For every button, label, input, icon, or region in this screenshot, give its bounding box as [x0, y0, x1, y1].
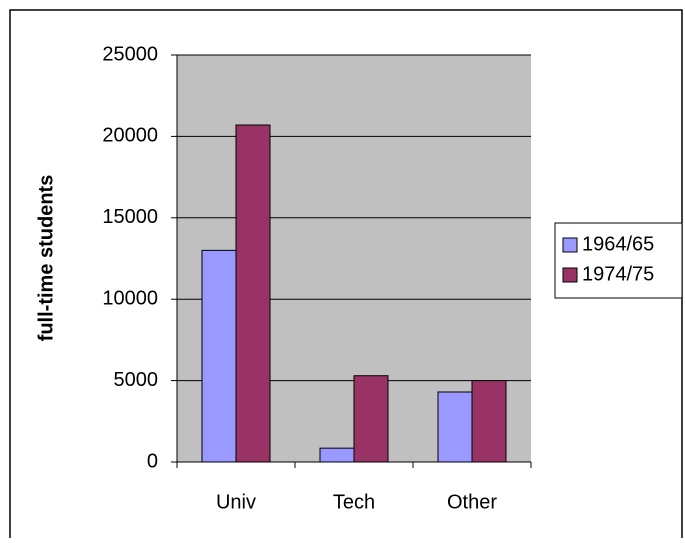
x-tick-label: Other: [447, 491, 497, 513]
x-tick-label: Univ: [216, 491, 256, 513]
y-tick-label: 15000: [102, 206, 158, 228]
legend-swatch: [562, 237, 578, 253]
legend-label: 1974/75: [582, 263, 654, 285]
bar: [471, 380, 507, 463]
y-tick-label: 0: [147, 450, 158, 472]
bar: [319, 447, 355, 463]
bar: [201, 249, 237, 463]
y-tick-label: 20000: [102, 125, 158, 147]
y-tick-label: 25000: [102, 43, 158, 65]
y-tick-label: 5000: [114, 369, 159, 391]
y-axis-label: full-time students: [35, 175, 57, 342]
bar: [353, 375, 389, 463]
x-tick-label: Tech: [333, 491, 375, 513]
legend: [554, 222, 683, 299]
y-tick-label: 10000: [102, 287, 158, 309]
bar: [235, 124, 271, 463]
legend-label: 1964/65: [582, 233, 654, 255]
legend-swatch: [562, 267, 578, 283]
bar: [437, 391, 473, 463]
